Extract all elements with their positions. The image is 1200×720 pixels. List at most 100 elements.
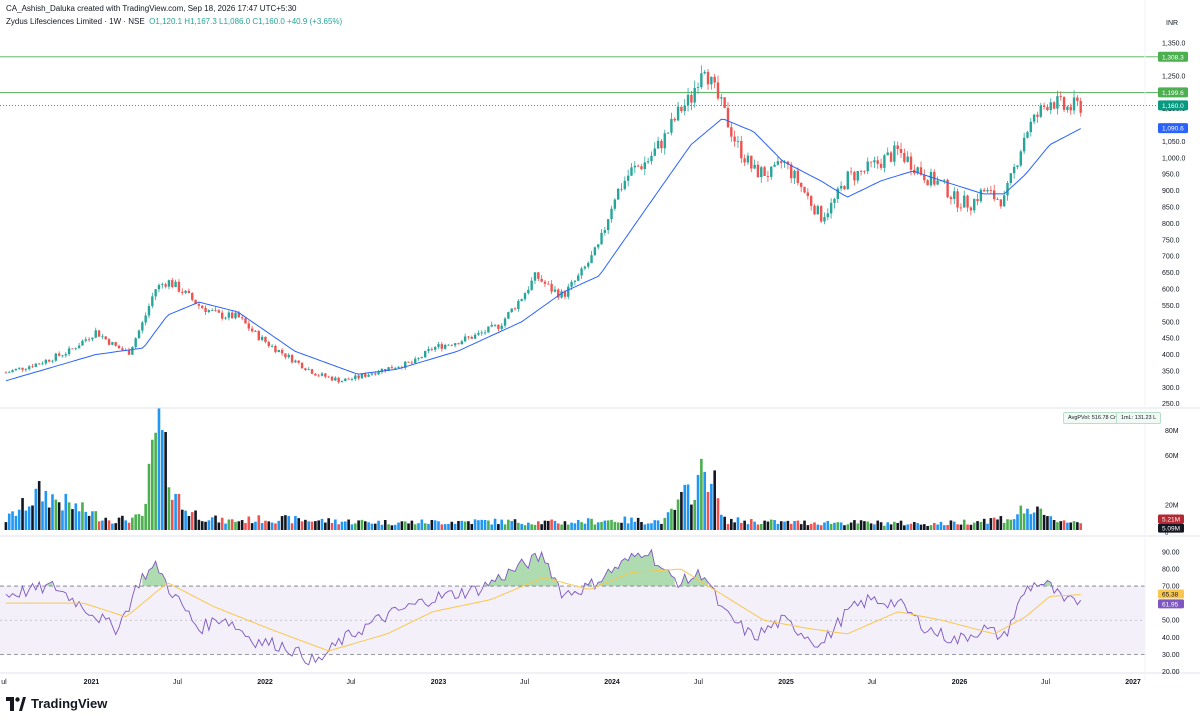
volume-bar bbox=[284, 515, 287, 530]
candle-body bbox=[487, 326, 490, 333]
candle-body bbox=[410, 362, 414, 364]
volume-bar bbox=[730, 518, 733, 530]
candle-body bbox=[164, 284, 167, 287]
volume-bar bbox=[616, 522, 620, 530]
candle-body bbox=[610, 208, 613, 220]
candle-body bbox=[51, 360, 54, 362]
candle-body bbox=[177, 281, 181, 292]
volume-zero-label: 0 bbox=[1165, 531, 1169, 537]
candle-body bbox=[250, 328, 254, 332]
rsi-last-label: 65.38 bbox=[1162, 591, 1179, 598]
volume-bar bbox=[1039, 508, 1043, 530]
candle-body bbox=[959, 207, 963, 209]
volume-bar bbox=[91, 511, 94, 530]
candle-body bbox=[799, 183, 803, 187]
candle-body bbox=[849, 171, 853, 173]
volume-bar bbox=[843, 525, 846, 530]
volume-bar bbox=[756, 524, 760, 530]
volume-bar bbox=[896, 522, 899, 530]
volume-bar bbox=[151, 439, 154, 530]
volume-bar bbox=[919, 524, 923, 530]
volume-bar bbox=[160, 430, 164, 530]
candle-body bbox=[420, 357, 424, 358]
candle-body bbox=[646, 161, 650, 163]
volume-bar bbox=[217, 522, 221, 530]
candle-body bbox=[636, 165, 640, 167]
volume-bar bbox=[1056, 522, 1059, 530]
volume-bar bbox=[207, 520, 211, 530]
rsi-overbought-fill bbox=[142, 561, 166, 587]
candle-body bbox=[603, 230, 607, 233]
volume-bar bbox=[197, 519, 201, 530]
candle-body bbox=[540, 278, 543, 282]
volume-bar bbox=[566, 524, 570, 530]
volume-bar bbox=[94, 511, 98, 530]
volume-bar bbox=[274, 523, 277, 530]
candle-body bbox=[999, 199, 1003, 207]
volume-bar bbox=[1036, 506, 1039, 530]
candle-body bbox=[81, 340, 84, 346]
candle-body bbox=[520, 299, 523, 301]
volume-bar bbox=[54, 499, 58, 530]
volume-bar bbox=[936, 524, 939, 530]
volume-bar bbox=[1009, 519, 1013, 530]
volume-bar bbox=[686, 484, 690, 530]
candle-body bbox=[41, 363, 44, 365]
volume-bar bbox=[700, 458, 703, 530]
volume-bar bbox=[84, 511, 88, 530]
candle-body bbox=[700, 73, 703, 88]
candle-body bbox=[204, 307, 207, 313]
candle-body bbox=[989, 190, 993, 191]
volume-bar bbox=[1026, 508, 1029, 530]
volume-bar bbox=[819, 525, 823, 530]
candle-body bbox=[886, 152, 889, 156]
volume-bar bbox=[420, 519, 424, 530]
volume-bar bbox=[121, 515, 124, 530]
volume-bar bbox=[823, 522, 826, 530]
candle-body bbox=[304, 368, 307, 370]
tradingview-logo[interactable]: TradingView bbox=[6, 696, 107, 711]
price-pane bbox=[0, 56, 1158, 384]
candle-body bbox=[756, 164, 760, 178]
candle-body bbox=[37, 363, 41, 365]
volume-bar bbox=[573, 523, 577, 530]
volume-bar bbox=[480, 519, 484, 530]
volume-bar bbox=[646, 523, 650, 530]
volume-bar bbox=[21, 498, 24, 530]
volume-bar bbox=[157, 408, 161, 530]
volume-bar bbox=[866, 521, 870, 530]
candle-body bbox=[606, 219, 610, 231]
candle-body bbox=[267, 342, 270, 347]
volume-bar bbox=[137, 514, 141, 530]
candle-body bbox=[946, 179, 949, 198]
candle-body bbox=[467, 336, 470, 338]
candle-body bbox=[171, 280, 174, 288]
x-tick-label: ul bbox=[1, 679, 7, 686]
volume-bar bbox=[300, 521, 304, 530]
candle-body bbox=[889, 152, 893, 162]
volume-bar bbox=[733, 522, 736, 530]
volume-bar bbox=[799, 524, 803, 530]
volume-bar bbox=[250, 523, 254, 530]
volume-bar bbox=[893, 521, 896, 530]
volume-bar bbox=[184, 510, 187, 530]
volume-bar bbox=[540, 524, 543, 530]
candle-body bbox=[240, 317, 244, 319]
volume-bar bbox=[440, 524, 444, 530]
candle-body bbox=[397, 367, 400, 369]
volume-bar bbox=[553, 520, 557, 530]
x-tick-label: Jul bbox=[347, 679, 356, 686]
candle-body bbox=[357, 375, 360, 379]
candle-body bbox=[483, 332, 487, 334]
volume-bar bbox=[340, 521, 344, 530]
candle-body bbox=[643, 162, 646, 170]
candle-body bbox=[503, 318, 507, 326]
price-tick-label: 600.0 bbox=[1162, 286, 1180, 293]
candle-body bbox=[616, 188, 620, 200]
candle-body bbox=[839, 185, 843, 189]
candle-body bbox=[490, 324, 493, 327]
candle-body bbox=[730, 127, 733, 137]
volume-last-label: 5.09M bbox=[1162, 526, 1180, 533]
rsi-tick-label: 20.00 bbox=[1162, 669, 1180, 676]
